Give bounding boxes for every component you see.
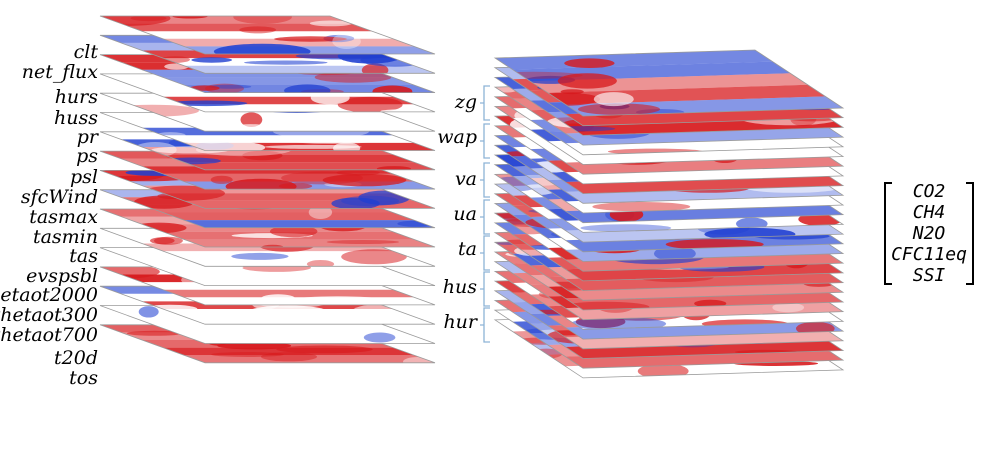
label-thetaot700: thetaot700 (0, 324, 98, 346)
right-bracket (966, 182, 974, 285)
forcing-vector: CO2 CH4 N2O CFC11eq SSI (884, 181, 974, 286)
brace-hus (480, 271, 490, 307)
brace-ta (480, 235, 490, 271)
right-layer-0 (493, 49, 845, 117)
label-tos: tos (69, 367, 98, 389)
label-ps: ps (76, 145, 98, 167)
label-clt: clt (74, 41, 99, 63)
right-layer-stack (493, 49, 845, 379)
label-zg: zg (454, 91, 477, 113)
left-layer-0 (99, 15, 436, 55)
label-sfcwind: sfcWind (21, 186, 98, 208)
label-hur: hur (443, 311, 478, 333)
forcing-ssi: SSI (913, 265, 946, 286)
brace-zg (480, 85, 490, 121)
label-pr: pr (77, 126, 100, 148)
left-layer-stack (99, 15, 436, 364)
left-variable-labels: clt net_flux hurs huss pr ps psl sfcWind… (0, 41, 100, 389)
forcing-cfc11eq: CFC11eq (891, 244, 967, 265)
label-psl: psl (70, 166, 98, 188)
forcing-n2o: N2O (912, 223, 946, 244)
label-net-flux: net_flux (22, 61, 99, 83)
label-huss: huss (54, 107, 98, 129)
label-hus: hus (443, 276, 477, 298)
left-bracket (884, 182, 892, 285)
label-wap: wap (437, 126, 477, 148)
label-thetaot2000: thetaot2000 (0, 284, 98, 306)
label-t20d: t20d (54, 347, 98, 369)
label-tasmax: tasmax (29, 206, 98, 228)
label-evspsbl: evspsbl (26, 265, 98, 287)
label-tasmin: tasmin (33, 226, 98, 248)
brace-ua (480, 199, 490, 235)
label-thetaot300: thetaot300 (0, 304, 98, 326)
label-tas: tas (69, 245, 98, 267)
label-hurs: hurs (55, 86, 99, 108)
forcing-co2: CO2 (913, 181, 946, 202)
label-ta: ta (458, 238, 477, 260)
forcing-ch4: CH4 (913, 202, 946, 223)
brace-wap (480, 123, 490, 159)
brace-va (480, 162, 490, 198)
brace-hur (480, 307, 490, 343)
label-ua: ua (453, 203, 477, 225)
label-va: va (455, 168, 477, 190)
right-group-labels: zg wap va ua ta hus hur (437, 85, 490, 343)
